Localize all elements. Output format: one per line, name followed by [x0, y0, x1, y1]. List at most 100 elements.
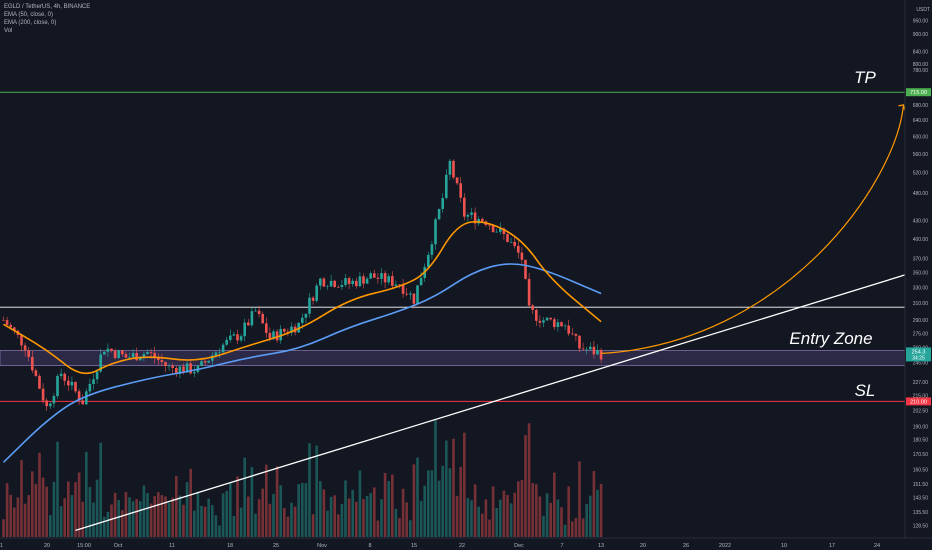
volume-bar: [365, 495, 369, 537]
ema-200-line[interactable]: [2, 263, 602, 463]
volume-bar: [430, 470, 434, 537]
candle: [358, 271, 362, 288]
candle: [466, 213, 470, 222]
volume-bar: [383, 472, 387, 537]
last-price-text: 254.3: [912, 349, 926, 355]
volume-bar: [571, 521, 574, 537]
candle: [513, 236, 516, 249]
candle: [578, 335, 581, 353]
volume-bar: [207, 498, 210, 537]
time-tick-label: Oct: [114, 543, 123, 549]
candle: [250, 307, 254, 328]
candle: [27, 346, 30, 362]
tp-label: TP: [854, 68, 876, 87]
legend-symbol[interactable]: EGLD / TetherUS, 4h, BINANCE: [4, 4, 91, 10]
candle: [175, 365, 178, 377]
candle: [254, 307, 257, 312]
price-axis-unit: USDT: [916, 7, 930, 13]
volume-bar: [333, 495, 336, 537]
volume-bar: [585, 503, 588, 537]
volume-bar: [567, 486, 570, 537]
candle: [211, 352, 214, 367]
time-axis-panel[interactable]: [0, 538, 932, 550]
candle: [441, 193, 444, 213]
candle: [247, 318, 250, 327]
candle: [589, 342, 592, 350]
volume-bar: [459, 466, 462, 537]
candle: [95, 370, 99, 384]
candle: [193, 366, 196, 378]
volume-bar: [391, 474, 394, 537]
price-tick-label: 310.00: [913, 301, 929, 307]
ema-50-line[interactable]: [3, 221, 602, 375]
volume-bar: [92, 502, 95, 537]
candle: [311, 295, 315, 305]
candle: [545, 316, 549, 322]
candle: [218, 347, 221, 358]
price-tick-label: 190.00: [913, 425, 929, 431]
time-tick-label: 13: [598, 543, 604, 549]
volume-bar: [488, 519, 491, 537]
volume-bar: [466, 498, 470, 537]
price-tick-label: 245.00: [913, 361, 929, 367]
candle: [495, 228, 498, 233]
volume-bar: [520, 479, 524, 537]
volume-bar: [182, 504, 185, 537]
volume-bar: [196, 491, 200, 537]
candle: [103, 351, 106, 355]
volume-bar: [178, 495, 182, 537]
volume-bar: [351, 489, 354, 537]
candles: [2, 159, 603, 412]
candle: [437, 208, 441, 221]
volume-bar: [549, 502, 552, 537]
candle: [571, 328, 574, 336]
candle: [34, 368, 38, 377]
volume-bar: [113, 492, 117, 537]
candle: [585, 346, 588, 355]
volume-bar: [9, 494, 12, 537]
volume-bar: [416, 457, 419, 537]
volume-bar: [509, 503, 513, 537]
candle: [124, 351, 128, 358]
volume-bar: [373, 487, 376, 537]
candle: [509, 237, 513, 244]
legend-ema200[interactable]: EMA (200, close, 0): [4, 20, 57, 26]
volume-bar: [49, 514, 52, 537]
candle: [362, 273, 365, 289]
volume-bar: [347, 498, 351, 537]
price-tick-label: 780.00: [913, 68, 929, 74]
projection-curve[interactable]: [601, 104, 905, 354]
sl-price-badge: 210.00: [906, 397, 931, 406]
volume-bar: [589, 495, 592, 537]
candle: [92, 374, 95, 390]
candle: [308, 293, 311, 318]
candle: [225, 336, 228, 347]
legend-ema50[interactable]: EMA (50, close, 0): [4, 12, 54, 18]
candle: [340, 279, 344, 290]
price-tick-label: 330.00: [913, 285, 929, 291]
time-tick-label: 18: [227, 543, 233, 549]
candle: [261, 311, 264, 324]
candle: [153, 346, 156, 364]
candle: [599, 348, 603, 364]
candle: [355, 277, 358, 289]
volume-bar: [31, 471, 34, 537]
volume-bar: [527, 423, 531, 537]
candle: [596, 344, 599, 356]
price-tick-label: 800.00: [913, 62, 929, 68]
volume-bar: [218, 525, 221, 537]
candle: [59, 368, 63, 379]
volume-bar: [369, 492, 372, 537]
zones: [0, 91, 906, 402]
legend-volume[interactable]: Vol: [4, 28, 13, 34]
trendline[interactable]: [75, 260, 932, 531]
candle: [290, 322, 293, 336]
volume-bar: [81, 501, 84, 537]
time-tick-label: 25: [273, 543, 279, 549]
volume-bar: [412, 464, 416, 537]
sl-price-text: 210.00: [910, 399, 927, 405]
price-tick-label: 480.00: [913, 191, 929, 197]
time-tick-label: 20: [44, 543, 50, 549]
